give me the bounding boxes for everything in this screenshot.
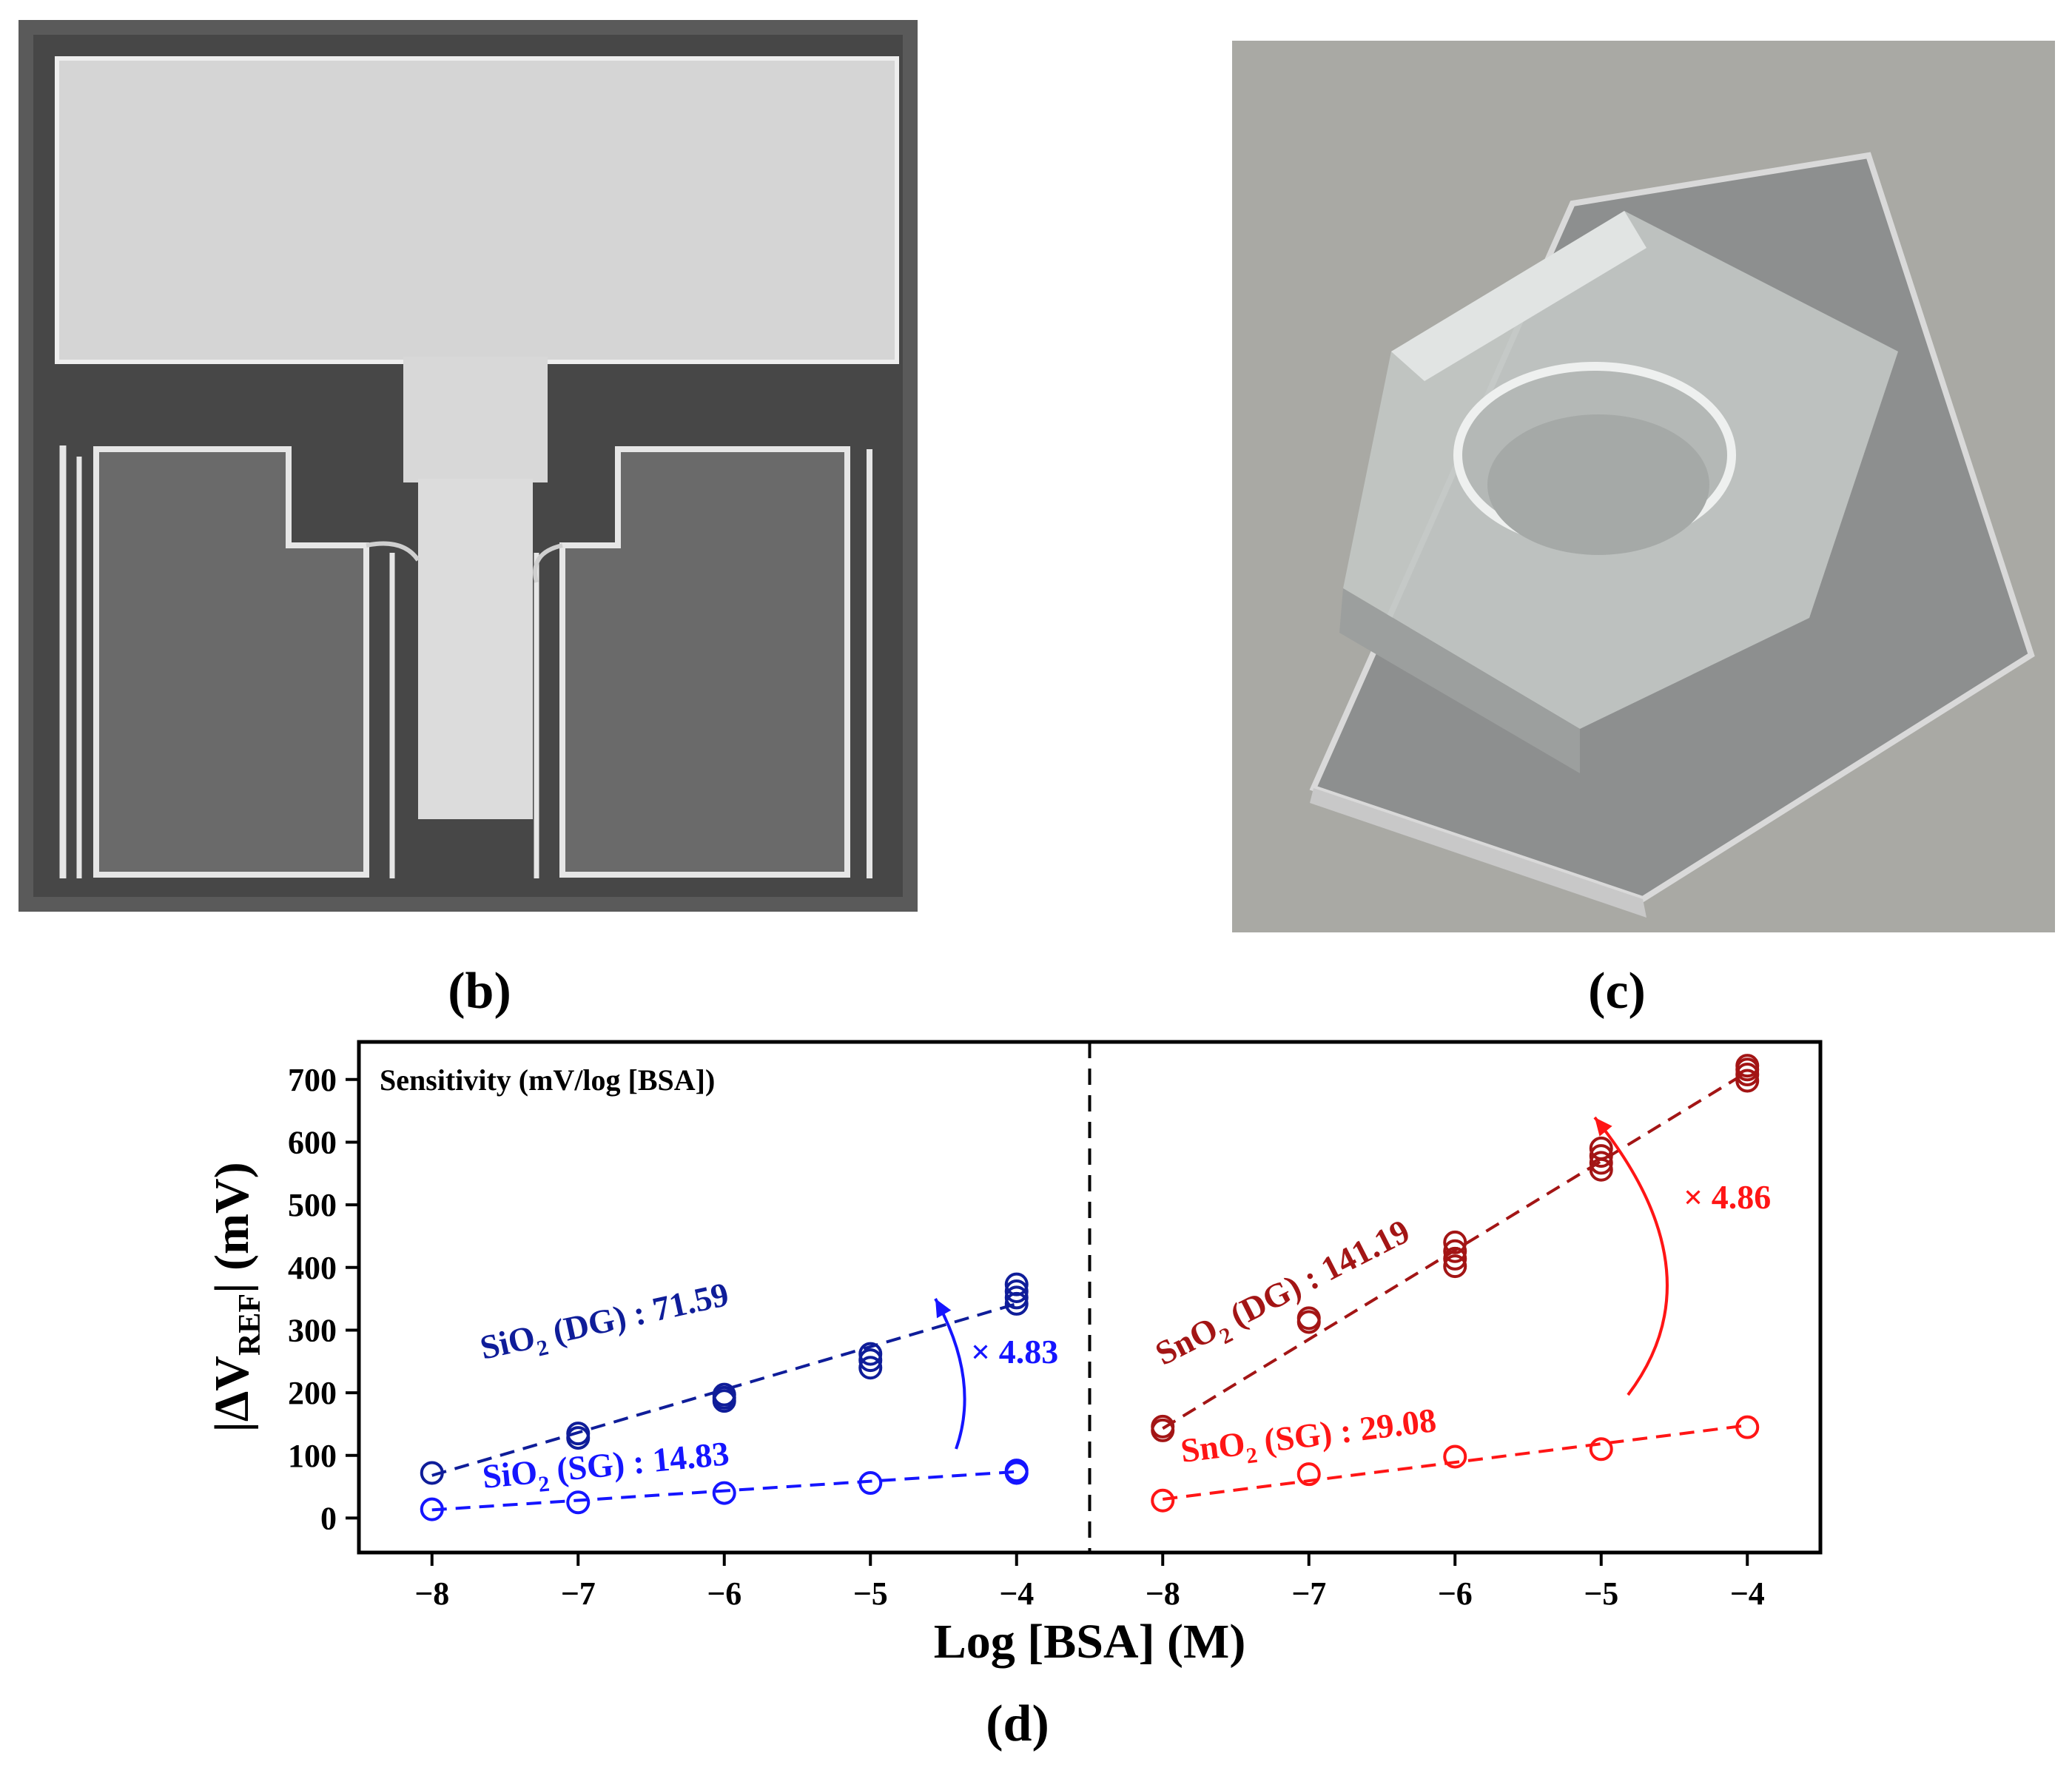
data-point [1151,1414,1175,1439]
x-tick-label: −4 [1730,1575,1765,1612]
chart-frame [346,1040,1823,1566]
data-point [1004,1279,1029,1303]
data-point [1004,1459,1029,1483]
data-point [1004,1272,1029,1296]
data-point [420,1461,444,1485]
ratio-arrow [1593,1116,1669,1396]
x-tick-label: −5 [853,1575,888,1612]
data-point [712,1382,736,1407]
x-tick-label: −7 [561,1575,596,1612]
y-tick-label: 400 [288,1250,337,1286]
y-tick-label: 500 [288,1187,337,1223]
chart-marks [420,1054,1760,1521]
data-point [1443,1230,1467,1254]
data-point [1589,1144,1613,1168]
data-point [1004,1285,1029,1310]
panel-label-d: (d) [986,1695,1049,1752]
data-point [566,1490,591,1515]
chart-text: 0 100 200 300 400 500 600 700 |ΔVREF| (mV) Log [B… [205,1062,1771,1669]
data-point [1443,1246,1467,1271]
data-point [1296,1462,1321,1487]
x-tick-label: −4 [999,1575,1034,1612]
data-point [1443,1239,1467,1263]
x-tick-label: −6 [707,1575,741,1612]
data-point [420,1497,444,1521]
x-tick-label: −7 [1291,1575,1326,1612]
ratio-arrowhead [935,1299,952,1319]
fit-line [431,1302,1018,1477]
panel-label-c: (c) [1588,963,1646,1020]
data-point [1151,1488,1175,1513]
fit-line [1162,1070,1749,1430]
data-point [1589,1151,1613,1175]
x-tick-label: −8 [414,1575,449,1612]
x-tick-label: −5 [1584,1575,1618,1612]
data-point [712,1481,736,1505]
ratio-label: × 4.86 [1684,1178,1771,1216]
data-point [1589,1437,1613,1462]
panel-label-b: (b) [448,963,511,1020]
y-tick-label: 300 [288,1312,337,1348]
y-tick-label: 0 [320,1500,337,1536]
data-point [1735,1069,1760,1093]
x-axis-label: Log [BSA] (M) [934,1615,1246,1669]
y-tick-label: 200 [288,1375,337,1411]
ratio-label: × 4.83 [971,1333,1058,1370]
fit-line [431,1470,1017,1512]
y-axis-label: |ΔVREF| (mV) [205,1162,267,1432]
data-point [858,1356,883,1380]
y-tick-label: 700 [288,1062,337,1098]
y-tick-label: 100 [288,1438,337,1474]
data-point [1443,1254,1467,1279]
data-point [858,1342,883,1366]
ratio-arrow [934,1298,966,1450]
ratio-arrowhead [1595,1117,1612,1137]
data-point [1735,1415,1760,1439]
x-tick-label: −8 [1146,1575,1180,1612]
data-point [858,1348,883,1373]
data-point [858,1471,883,1496]
data-point [1443,1444,1467,1469]
y-tick-label: 600 [288,1124,337,1160]
x-tick-label: −6 [1438,1575,1473,1612]
data-point [1589,1136,1613,1160]
annotation-title: Sensitivity (mV/log [BSA]) [380,1063,715,1097]
chip-photo [18,20,918,912]
data-point [1296,1306,1321,1331]
series-label: SiO2 (DG) : 71.59 [477,1275,733,1373]
data-point [566,1422,591,1446]
pdms-well-photo [1232,41,2055,932]
data-point [1735,1054,1760,1078]
fit-line [1162,1424,1748,1501]
